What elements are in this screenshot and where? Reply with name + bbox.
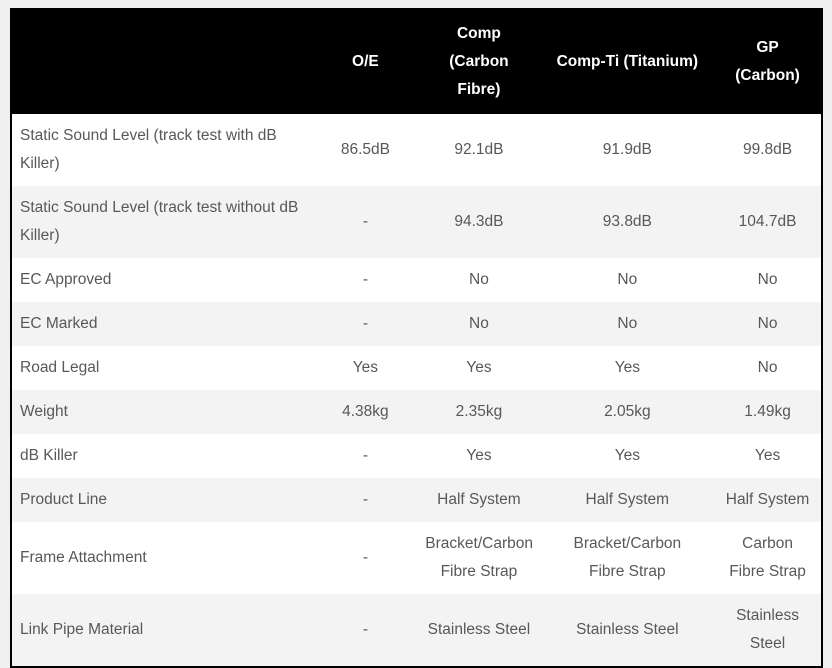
- row-label: Link Pipe Material: [20, 621, 144, 638]
- table-row: EC Marked - No No No: [11, 302, 822, 346]
- table-row: Static Sound Level (track test without d…: [11, 186, 822, 258]
- row-value: 1.49kg: [744, 403, 791, 420]
- row-label: Static Sound Level (track test with dB K…: [20, 127, 277, 172]
- table-row: Weight 4.38kg 2.35kg 2.05kg 1.49kg: [11, 390, 822, 434]
- row-value: No: [617, 315, 638, 332]
- row-label: EC Approved: [20, 271, 112, 288]
- row-value: No: [757, 271, 778, 288]
- row-value: 104.7dB: [738, 213, 797, 230]
- row-value: -: [362, 491, 368, 508]
- row-value: Yes: [466, 359, 492, 376]
- row-value: No: [617, 271, 638, 288]
- table-row: Static Sound Level (track test with dB K…: [11, 114, 822, 186]
- table-row: EC Approved - No No No: [11, 258, 822, 302]
- row-value: 99.8dB: [742, 141, 793, 158]
- row-value: Yes: [466, 447, 492, 464]
- row-value: -: [362, 621, 368, 638]
- row-value: Yes: [614, 447, 640, 464]
- row-value: Stainless Steel: [576, 621, 679, 638]
- row-value: 2.35kg: [455, 403, 503, 420]
- table-row: Link Pipe Material - Stainless Steel Stainl…: [11, 594, 822, 667]
- row-value: Bracket/Carbon Fibre Strap: [573, 535, 682, 580]
- row-label: dB Killer: [20, 447, 78, 464]
- row-value: Yes: [754, 447, 781, 464]
- row-value: 4.38kg: [342, 403, 389, 420]
- row-label: EC Marked: [20, 315, 98, 332]
- row-value: Yes: [352, 359, 379, 376]
- row-value: Stainless Steel: [736, 607, 799, 652]
- row-value: -: [362, 271, 368, 288]
- row-label: Product Line: [20, 491, 108, 508]
- row-value: Stainless Steel: [427, 621, 531, 638]
- row-value: 91.9dB: [602, 141, 652, 158]
- table-header-row: O/E Comp (Carbon Fibre) Comp-Ti (Titaniu…: [11, 9, 822, 114]
- table-row: Product Line - Half System Half System Half …: [11, 478, 822, 522]
- row-value: Yes: [614, 359, 640, 376]
- row-value: 92.1dB: [454, 141, 504, 158]
- column-header-comp-carbon: Comp (Carbon Fibre): [417, 9, 541, 114]
- column-header-comp-ti: Comp-Ti (Titanium): [540, 9, 715, 114]
- row-value: 93.8dB: [602, 213, 652, 230]
- row-label: Road Legal: [20, 359, 100, 376]
- row-value: 2.05kg: [604, 403, 651, 420]
- row-value: 94.3dB: [454, 213, 504, 230]
- table-row: dB Killer - Yes Yes Yes: [11, 434, 822, 478]
- table-row: Frame Attachment - Bracket/Carbon Fibre St…: [11, 522, 822, 594]
- row-label: Weight: [20, 403, 68, 420]
- product-comparison-table: O/E Comp (Carbon Fibre) Comp-Ti (Titaniu…: [10, 8, 823, 668]
- row-value: -: [362, 549, 368, 566]
- row-value: No: [469, 315, 489, 332]
- row-value: 86.5dB: [340, 141, 390, 158]
- column-header-spacer: [11, 9, 314, 114]
- row-label: Static Sound Level (track test without d…: [20, 199, 299, 244]
- column-header-oe: O/E: [313, 9, 418, 114]
- row-value: No: [757, 315, 778, 332]
- row-value: Half System: [725, 491, 810, 508]
- row-value: Carbon Fibre Strap: [729, 535, 806, 580]
- row-value: No: [757, 359, 778, 376]
- row-value: -: [362, 447, 368, 464]
- row-value: Bracket/Carbon Fibre Strap: [425, 535, 533, 580]
- row-value: No: [469, 271, 489, 288]
- column-header-gp-carbon: GP (Carbon): [714, 9, 822, 114]
- row-value: -: [362, 315, 368, 332]
- table-row: Road Legal Yes Yes Yes No: [11, 346, 822, 390]
- row-label: Frame Attachment: [20, 549, 147, 566]
- row-value: Half System: [437, 491, 521, 508]
- row-value: Half System: [585, 491, 670, 508]
- row-value: -: [362, 213, 368, 230]
